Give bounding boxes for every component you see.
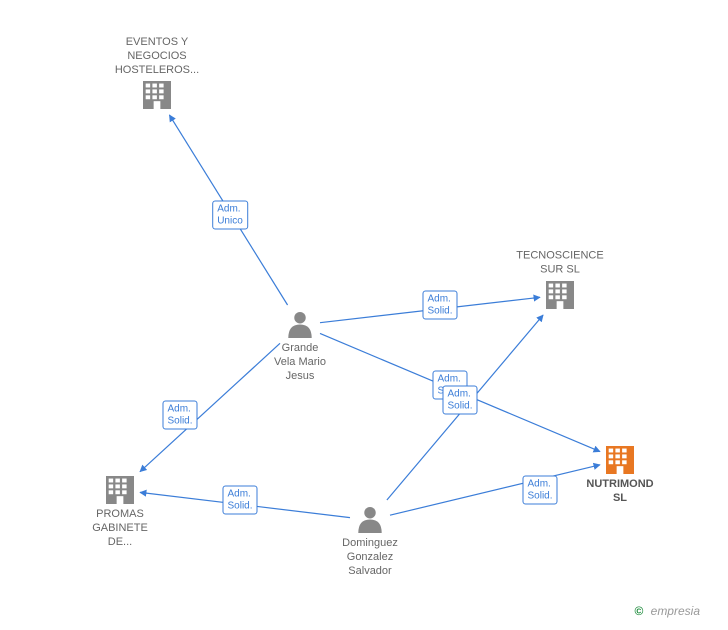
building-icon <box>143 81 171 109</box>
person-node[interactable] <box>288 312 311 338</box>
edge <box>140 343 280 471</box>
person-icon <box>288 312 311 338</box>
edge-label: Adm. Solid. <box>522 476 557 505</box>
edge-label: Adm. Solid. <box>422 291 457 320</box>
building-icon <box>606 446 634 474</box>
edge <box>390 465 600 515</box>
node-label: NUTRIMOND SL <box>586 478 653 506</box>
watermark-symbol: © <box>634 604 643 618</box>
node-label: EVENTOS Y NEGOCIOS HOSTELEROS... <box>115 36 199 77</box>
company-node[interactable] <box>546 281 574 309</box>
edge-label: Adm. Unico <box>212 201 248 230</box>
node-label: PROMAS GABINETE DE... <box>92 508 148 549</box>
company-node[interactable] <box>143 81 171 109</box>
node-label: Dominguez Gonzalez Salvador <box>342 537 398 578</box>
building-icon <box>106 476 134 504</box>
edge-label: Adm. Solid. <box>442 386 477 415</box>
person-node[interactable] <box>358 507 381 533</box>
node-label: Grande Vela Mario Jesus <box>274 342 326 383</box>
edge-label: Adm. Solid. <box>222 486 257 515</box>
company-node[interactable] <box>606 446 634 474</box>
company-node[interactable] <box>106 476 134 504</box>
watermark-name: empresia <box>651 604 700 618</box>
watermark: © empresia <box>634 604 700 618</box>
building-icon <box>546 281 574 309</box>
node-label: TECNOSCIENCE SUR SL <box>516 250 603 278</box>
edge-label: Adm. Solid. <box>162 401 197 430</box>
person-icon <box>358 507 381 533</box>
